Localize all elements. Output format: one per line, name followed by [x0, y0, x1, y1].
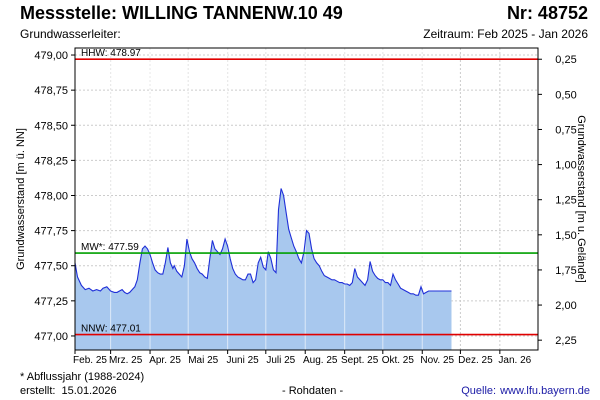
x-tick-label: Feb. 25	[73, 355, 107, 366]
y2-tick-label: 0,75	[555, 124, 576, 136]
y2-tick-label: 2,25	[555, 335, 576, 347]
x-tick-label: Okt. 25	[382, 355, 415, 366]
x-tick-label: Nov. 25	[420, 355, 454, 366]
y-tick-label: 478,75	[34, 85, 68, 97]
x-tick-label: Sept. 25	[341, 355, 379, 366]
reference-line-label: MW*: 477.59	[81, 242, 139, 253]
reference-lines: HHW: 478.97 MW*: 477.59 NNW: 477.01	[75, 48, 538, 336]
y-tick-label: 477,25	[34, 296, 68, 308]
source-label: Quelle:	[461, 385, 497, 397]
reference-line-label: NNW: 477.01	[81, 324, 141, 335]
y-tick-label: 478,25	[34, 155, 68, 167]
x-tick-label: Apr. 25	[149, 355, 181, 366]
y-tick-label: 477,50	[34, 261, 68, 273]
x-tick-label: Juli 25	[266, 355, 295, 366]
x-tick-label: Mrz. 25	[109, 355, 143, 366]
y-tick-label: 477,75	[34, 226, 68, 238]
created-label: erstellt:	[20, 385, 56, 397]
source-link[interactable]: Quelle: www.lfu.bayern.de	[461, 385, 590, 397]
y-tick-label: 478,50	[34, 120, 68, 132]
created-date: 15.01.2026	[61, 385, 117, 397]
y2-tick-label: 1,50	[555, 230, 576, 242]
y-tick-label: 479,00	[34, 50, 68, 62]
y2-axis-label: Grundwasserstand [m u. Gelände]	[575, 115, 587, 283]
y2-tick-label: 1,75	[555, 265, 576, 277]
plot-frame	[74, 47, 539, 351]
x-tick-label: Juni 25	[227, 355, 260, 366]
footnote: * Abflussjahr (1988-2024)	[20, 371, 145, 383]
y-tick-label: 477,00	[34, 331, 68, 343]
reference-line-label: HHW: 478.97	[81, 48, 141, 59]
axis-layer: 479,00 478,75 478,50 478,25 478,00 477,75 477,…	[34, 50, 576, 366]
station-number: Nr: 48752	[506, 3, 588, 23]
raw-data-note: - Rohdaten -	[282, 385, 344, 397]
source-url[interactable]: www.lfu.bayern.de	[500, 385, 590, 397]
y2-tick-label: 0,25	[555, 54, 576, 66]
y-axis-label: Grundwasserstand [m ü. NN]	[15, 128, 27, 270]
x-tick-label: Aug. 25	[303, 355, 338, 366]
created-info: erstellt: 15.01.2026	[20, 385, 120, 397]
x-tick-label: Mai 25	[188, 355, 218, 366]
y-tick-label: 478,00	[34, 190, 68, 202]
y2-tick-label: 0,50	[555, 89, 576, 101]
x-tick-label: Dez. 25	[458, 355, 493, 366]
series-line	[74, 188, 452, 296]
x-tick-label: Jan. 26	[498, 355, 531, 366]
series-area	[75, 188, 452, 350]
period-label: Zeitraum: Feb 2025 - Jan 2026	[423, 27, 588, 41]
y2-tick-label: 1,00	[555, 160, 576, 172]
area-layer	[74, 48, 452, 350]
aquifer-label: Grundwasserleiter:	[20, 27, 121, 41]
station-title: Messstelle: WILLING TANNENW.10 49	[20, 3, 343, 23]
y2-tick-label: 2,00	[555, 300, 576, 312]
y2-tick-label: 1,25	[555, 195, 576, 207]
